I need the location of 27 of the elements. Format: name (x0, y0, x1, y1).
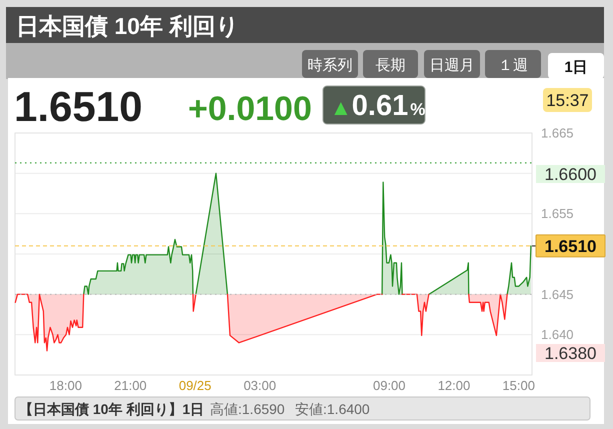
chart-title: 日本国債 10年 利回り (16, 13, 240, 39)
text: 長期 (376, 57, 406, 74)
text: 時系列 (308, 57, 352, 74)
x-tick-label: 12:00 (438, 378, 470, 393)
text: 安値:1.6400 (295, 401, 370, 417)
text: １週 (498, 57, 528, 74)
y-tick-label: 1.645 (541, 286, 574, 302)
ref-line-label: 1.6510 (544, 236, 596, 256)
y-tick-label: 1.665 (541, 126, 574, 140)
y-tick-label: 1.655 (541, 206, 574, 222)
text: 高値:1.6590 (210, 401, 285, 417)
y-tick-label: 1.640 (541, 327, 574, 342)
text: 【日本国債 10年 利回り】1日 (19, 401, 204, 417)
text: 1日 (564, 59, 588, 76)
text: ▲0.61% (330, 90, 426, 122)
x-tick-label: 21:00 (114, 378, 147, 393)
x-tick-label: 09/25 (178, 378, 212, 393)
x-tick-label: 09:00 (372, 378, 406, 393)
text: 15:37 (546, 91, 589, 110)
text: 1.6510 (14, 83, 142, 130)
text: 日週月 (430, 57, 474, 74)
x-tick-label: 03:00 (244, 378, 276, 393)
x-tick-label: 18:00 (49, 378, 82, 393)
text: 1.6600 (544, 165, 596, 184)
x-tick-label: 15:00 (502, 378, 535, 393)
text: +0.0100 (188, 90, 312, 128)
text: 1.6380 (544, 344, 596, 363)
